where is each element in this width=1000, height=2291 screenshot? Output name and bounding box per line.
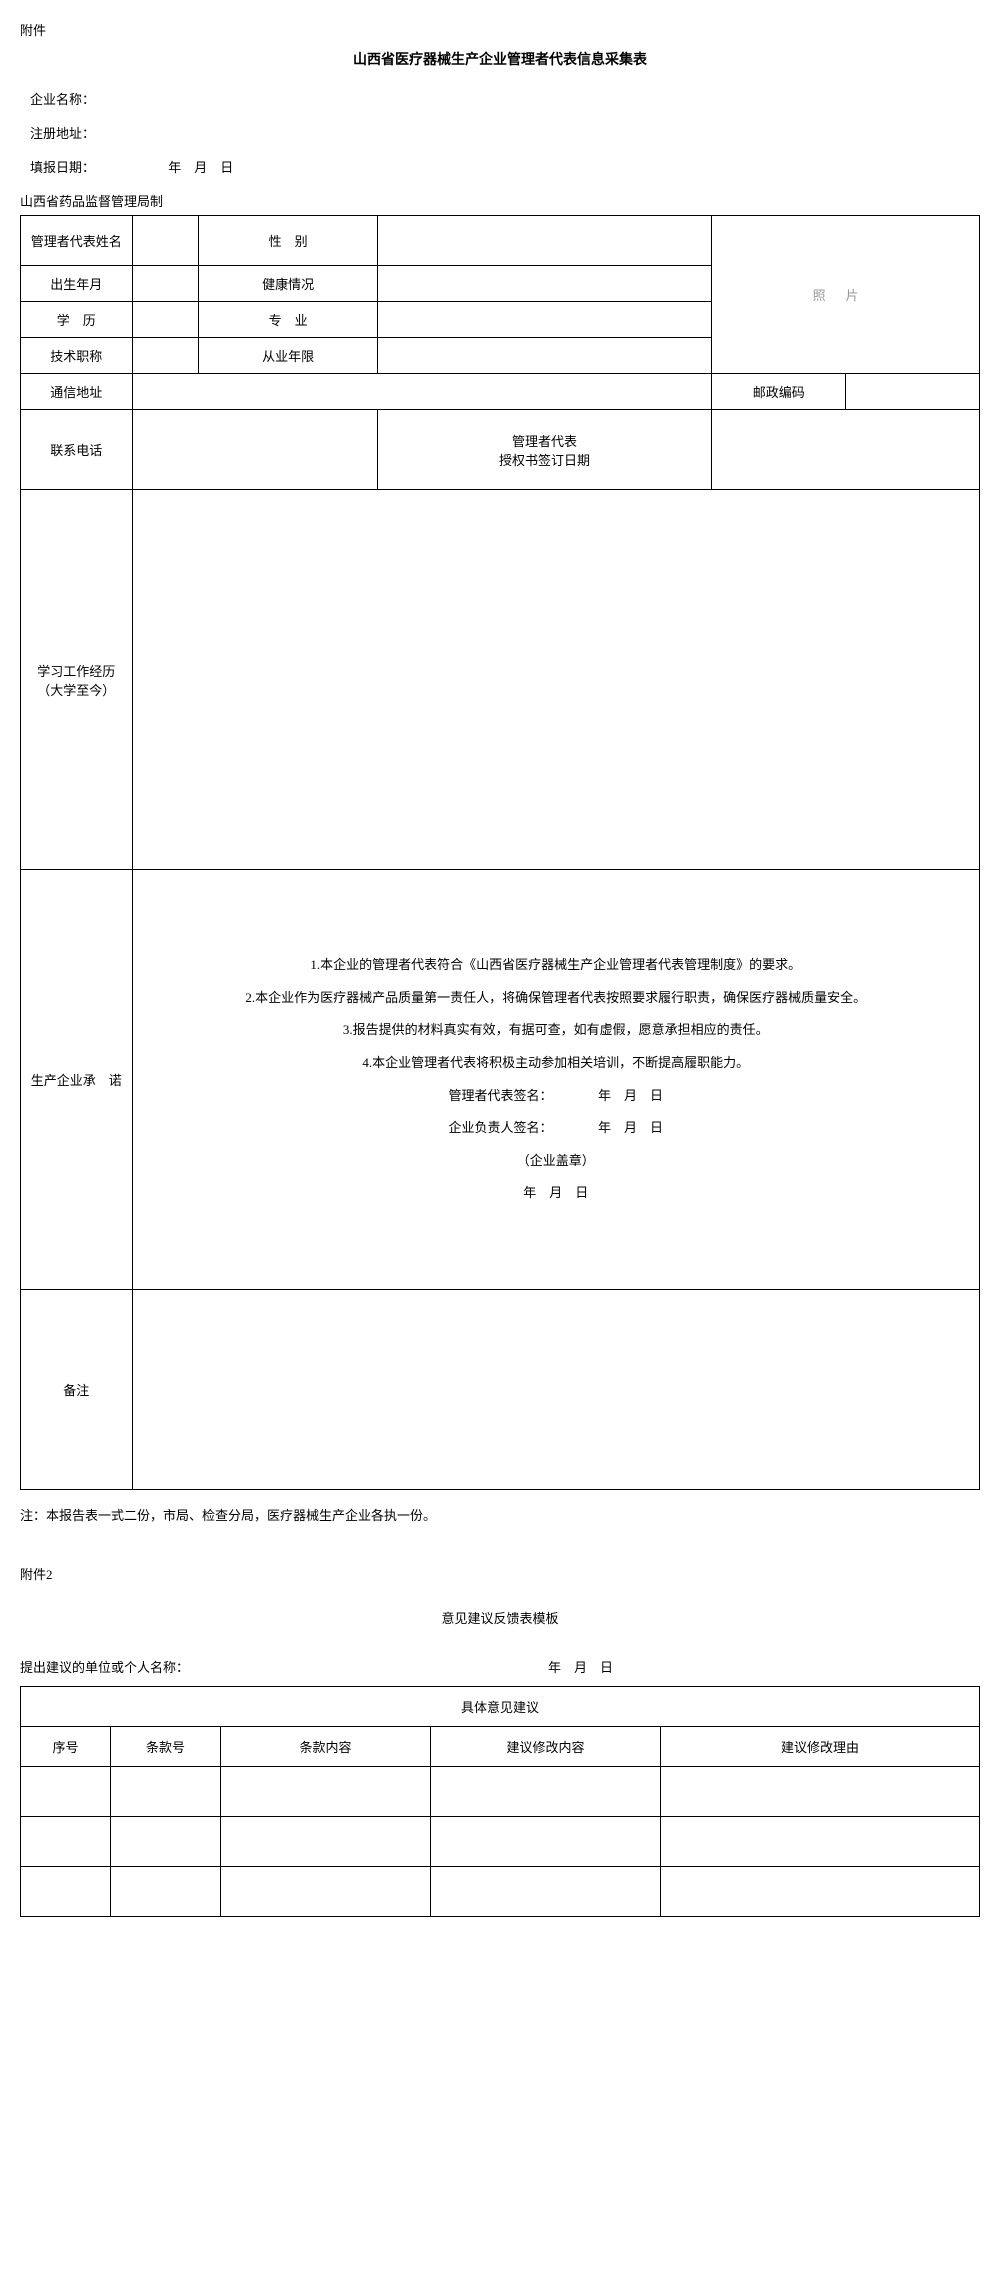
org-made-by: 山西省药品监督管理局制 xyxy=(20,191,980,210)
report-date-line: 填报日期： 年 月 日 xyxy=(20,157,980,176)
auth-date-label-1: 管理者代表 xyxy=(386,431,704,450)
cell[interactable] xyxy=(221,1767,431,1817)
feedback-table: 具体意见建议 序号 条款号 条款内容 建议修改内容 建议修改理由 xyxy=(20,1686,980,1917)
col-clause-content: 条款内容 xyxy=(221,1727,431,1767)
manager-name-label: 管理者代表姓名 xyxy=(21,216,133,266)
commitment-line-4: 4.本企业管理者代表将积极主动参加相关培训，不断提高履职能力。 xyxy=(141,1049,972,1078)
postcode-value[interactable] xyxy=(846,374,980,410)
col-clause-no: 条款号 xyxy=(111,1727,221,1767)
commitment-sig-2: 企业负责人签名： 年 月 日 xyxy=(141,1114,972,1143)
education-value[interactable] xyxy=(132,302,199,338)
remarks-value[interactable] xyxy=(132,1290,980,1490)
cell[interactable] xyxy=(21,1817,111,1867)
page-title: 山西省医疗器械生产企业管理者代表信息采集表 xyxy=(20,49,980,69)
cell[interactable] xyxy=(661,1767,980,1817)
tech-title-value[interactable] xyxy=(132,338,199,374)
attachment2-label: 附件2 xyxy=(20,1564,980,1583)
cell[interactable] xyxy=(111,1767,221,1817)
commitment-seal-date: 年 月 日 xyxy=(141,1179,972,1208)
address-label: 通信地址 xyxy=(21,374,133,410)
auth-date-label-2: 授权书签订日期 xyxy=(386,450,704,469)
remarks-label: 备注 xyxy=(21,1290,133,1490)
postcode-label: 邮政编码 xyxy=(712,374,846,410)
cell[interactable] xyxy=(431,1767,661,1817)
gender-label: 性 别 xyxy=(199,216,377,266)
feedback-template-title: 意见建议反馈表模板 xyxy=(20,1608,980,1627)
birth-value[interactable] xyxy=(132,266,199,302)
cell[interactable] xyxy=(21,1767,111,1817)
manager-name-value[interactable] xyxy=(132,216,199,266)
cell[interactable] xyxy=(431,1817,661,1867)
tech-title-label: 技术职称 xyxy=(21,338,133,374)
table-row xyxy=(21,1817,980,1867)
auth-date-label: 管理者代表 授权书签订日期 xyxy=(377,410,712,490)
table-row xyxy=(21,1867,980,1917)
feedback-header: 具体意见建议 xyxy=(21,1687,980,1727)
reg-address-line: 注册地址： xyxy=(20,123,980,142)
commitment-cell: 1.本企业的管理者代表符合《山西省医疗器械生产企业管理者代表管理制度》的要求。 … xyxy=(132,870,980,1290)
phone-label: 联系电话 xyxy=(21,410,133,490)
col-suggest-content: 建议修改内容 xyxy=(431,1727,661,1767)
education-label: 学 历 xyxy=(21,302,133,338)
col-suggest-reason: 建议修改理由 xyxy=(661,1727,980,1767)
company-name-line: 企业名称： xyxy=(20,89,980,108)
commitment-line-3: 3.报告提供的材料真实有效，有据可查，如有虚假，愿意承担相应的责任。 xyxy=(141,1016,972,1045)
experience-value[interactable] xyxy=(132,490,980,870)
commitment-line-1: 1.本企业的管理者代表符合《山西省医疗器械生产企业管理者代表管理制度》的要求。 xyxy=(141,951,972,980)
proposer-date: 年 月 日 xyxy=(548,1657,613,1676)
health-value[interactable] xyxy=(377,266,712,302)
gender-value[interactable] xyxy=(377,216,712,266)
commitment-seal: （企业盖章） xyxy=(141,1147,972,1176)
main-info-table: 管理者代表姓名 性 别 照片 出生年月 健康情况 学 历 专 业 技术职称 从业… xyxy=(20,215,980,1490)
health-label: 健康情况 xyxy=(199,266,377,302)
cell[interactable] xyxy=(221,1817,431,1867)
cell[interactable] xyxy=(111,1817,221,1867)
cell[interactable] xyxy=(221,1867,431,1917)
proposer-label: 提出建议的单位或个人名称： xyxy=(20,1657,548,1676)
auth-date-value[interactable] xyxy=(712,410,980,490)
cell[interactable] xyxy=(21,1867,111,1917)
cell[interactable] xyxy=(431,1867,661,1917)
cell[interactable] xyxy=(111,1867,221,1917)
address-value[interactable] xyxy=(132,374,712,410)
footnote: 注：本报告表一式二份，市局、检查分局，医疗器械生产企业各执一份。 xyxy=(20,1505,980,1524)
major-label: 专 业 xyxy=(199,302,377,338)
major-value[interactable] xyxy=(377,302,712,338)
table-row xyxy=(21,1767,980,1817)
date-placeholder: 年 月 日 xyxy=(168,160,233,175)
report-date-label: 填报日期： xyxy=(30,160,95,175)
commitment-line-2: 2.本企业作为医疗器械产品质量第一责任人，将确保管理者代表按照要求履行职责，确保… xyxy=(141,984,972,1013)
commitment-label: 生产企业承 诺 xyxy=(21,870,133,1290)
phone-value[interactable] xyxy=(132,410,377,490)
col-seq: 序号 xyxy=(21,1727,111,1767)
years-label: 从业年限 xyxy=(199,338,377,374)
birth-label: 出生年月 xyxy=(21,266,133,302)
commitment-sig-1: 管理者代表签名： 年 月 日 xyxy=(141,1082,972,1111)
attachment-label: 附件 xyxy=(20,20,980,39)
years-value[interactable] xyxy=(377,338,712,374)
experience-label: 学习工作经历（大学至今） xyxy=(21,490,133,870)
cell[interactable] xyxy=(661,1817,980,1867)
cell[interactable] xyxy=(661,1867,980,1917)
photo-cell: 照片 xyxy=(712,216,980,374)
